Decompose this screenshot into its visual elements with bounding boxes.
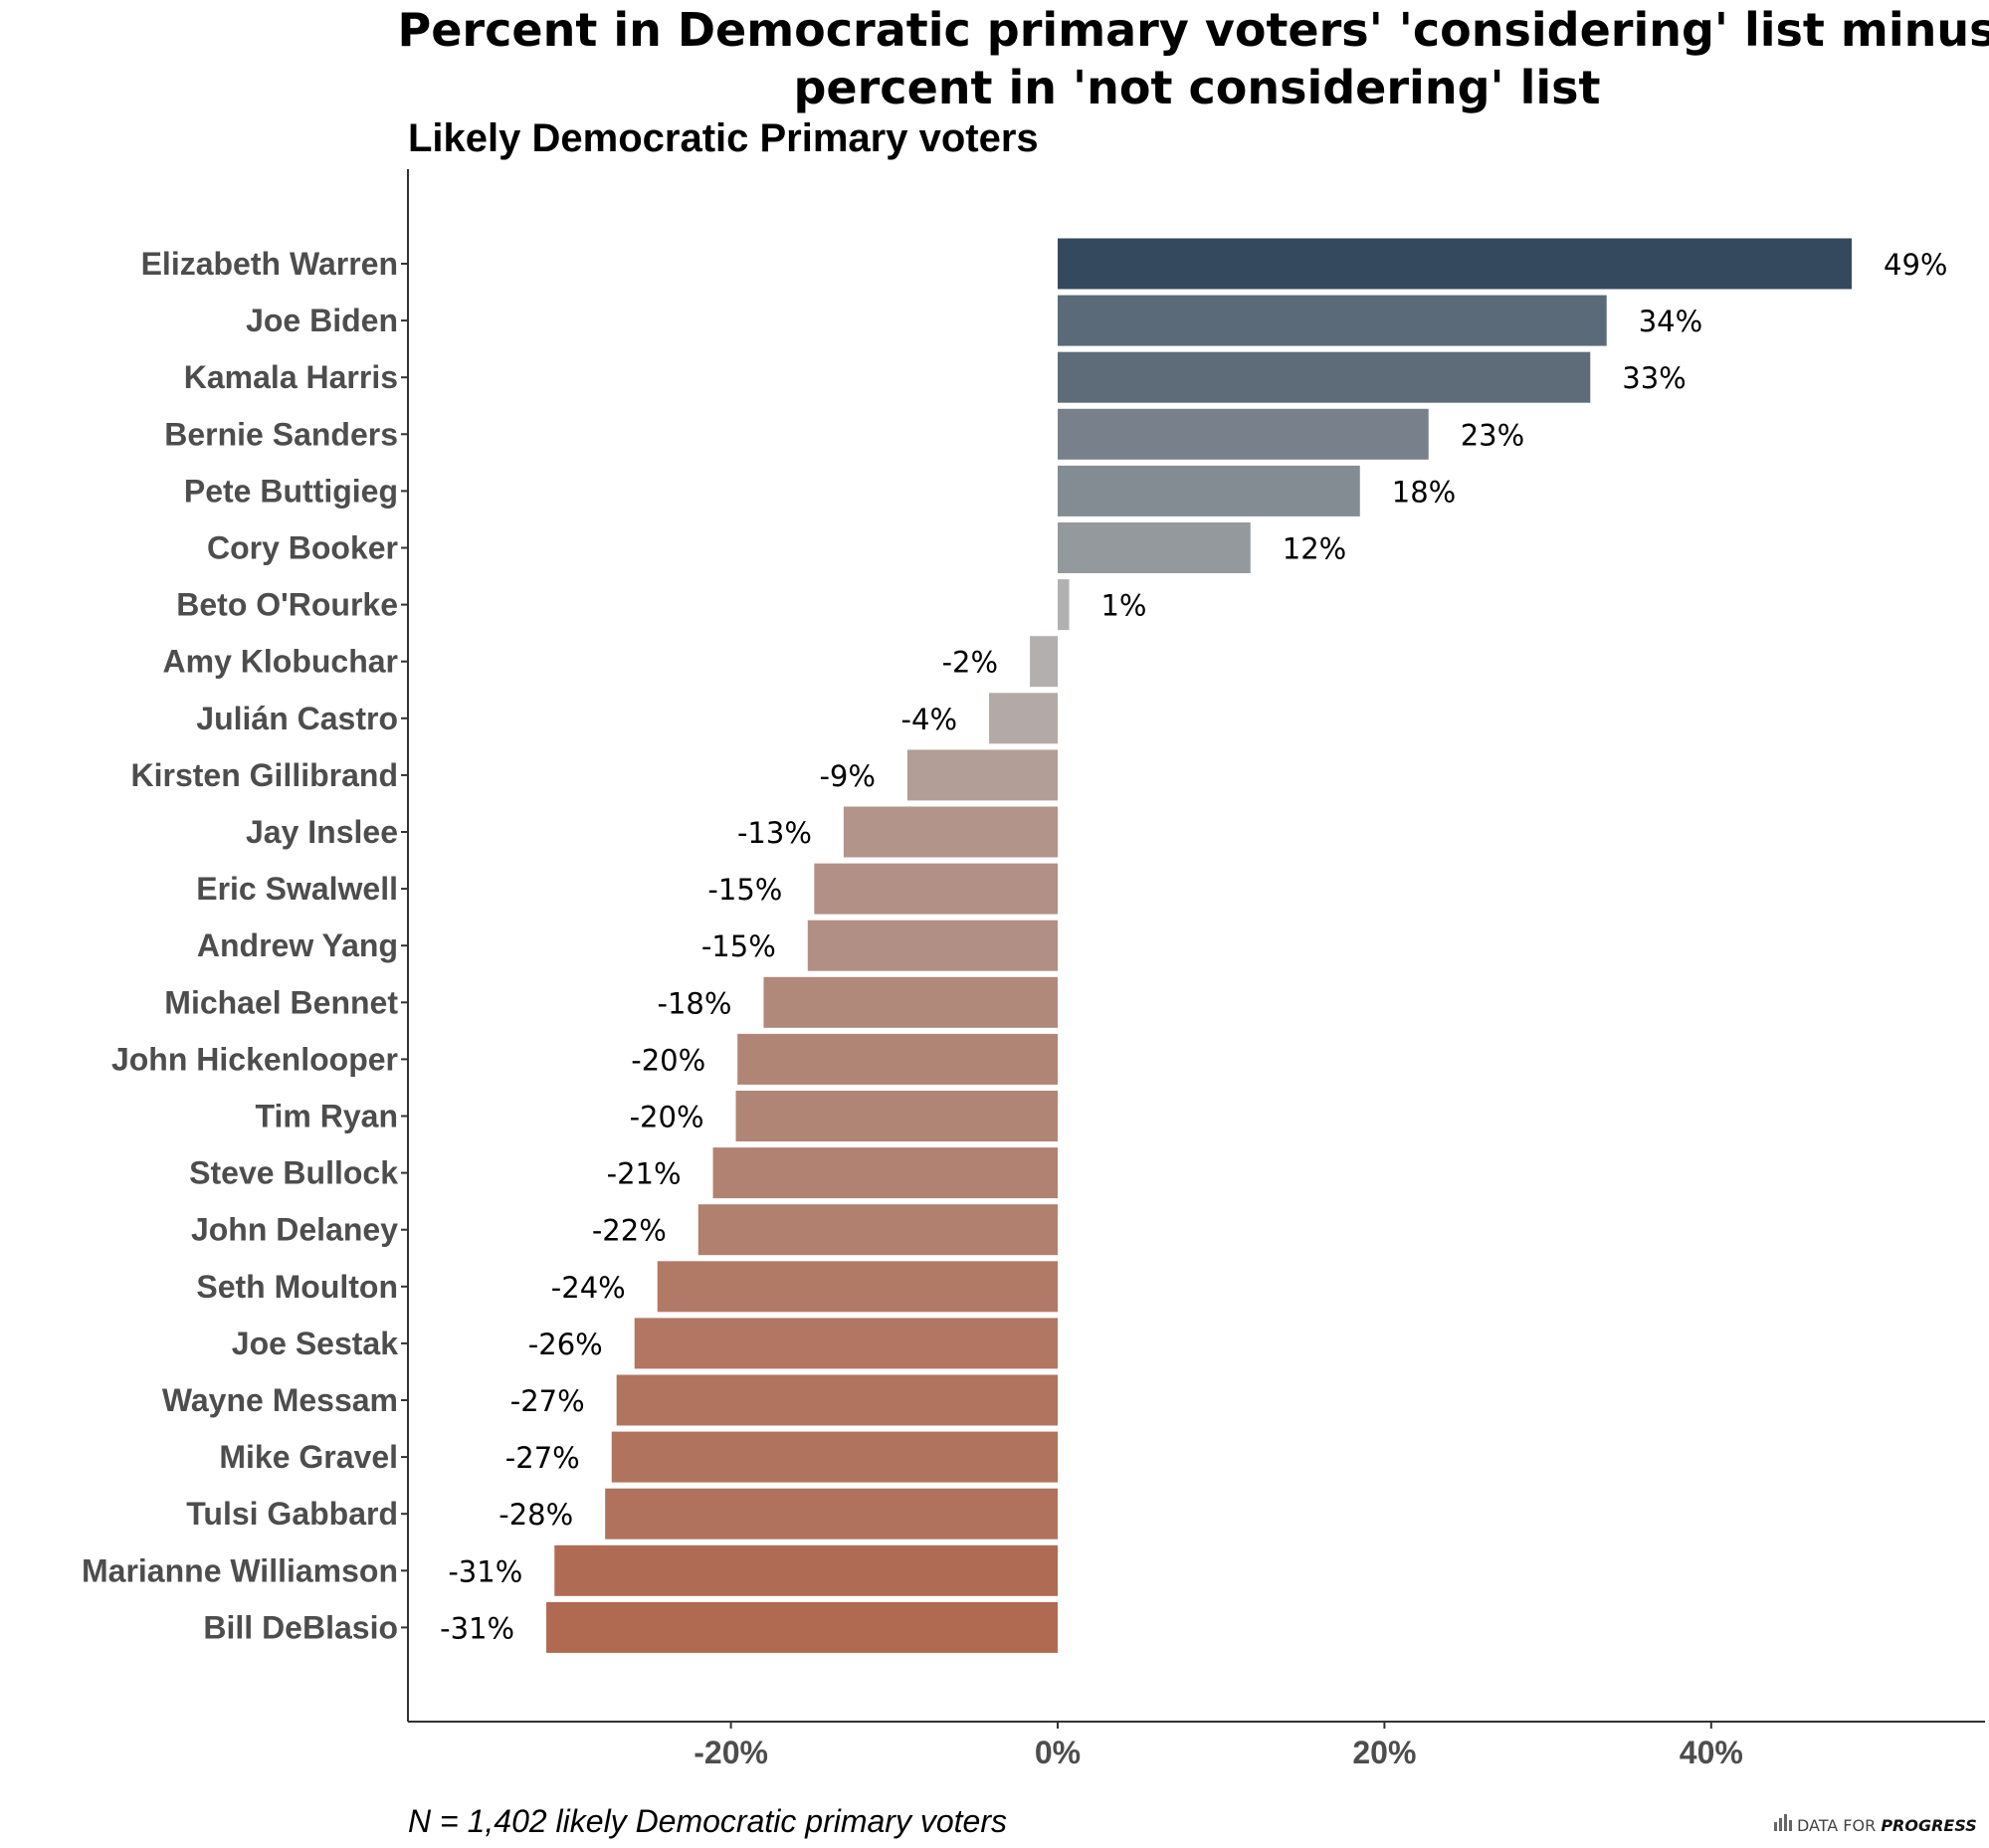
category-label-21: Mike Gravel <box>219 1439 398 1475</box>
data-label-24: -31% <box>440 1611 514 1645</box>
bar-15 <box>735 1091 1058 1141</box>
bar-10 <box>843 806 1058 858</box>
bar-24 <box>546 1601 1058 1653</box>
category-label-9: Kirsten Gillibrand <box>131 757 398 793</box>
category-label-22: Tulsi Gabbard <box>186 1496 398 1532</box>
category-label-4: Pete Buttigieg <box>184 473 398 509</box>
bar-5 <box>1058 522 1251 573</box>
data-labels-group: 49% 34% 33% 23%18% 12% 1% -2% -4% -9%-13% -15% -15… <box>440 248 1947 1645</box>
brand-prefix: DATA FOR <box>1797 1816 1881 1835</box>
brand-text: DATA FOR PROGRESS <box>1797 1816 1977 1835</box>
category-label-14: John Hickenlooper <box>111 1041 398 1077</box>
category-label-7: Amy Klobuchar <box>163 644 398 680</box>
bar-4 <box>1058 465 1360 516</box>
data-label-13: -18% <box>658 986 732 1020</box>
category-label-3: Bernie Sanders <box>164 416 398 452</box>
category-label-19: Joe Sestak <box>232 1326 398 1361</box>
category-label-10: Jay Inslee <box>246 814 398 850</box>
category-label-5: Cory Booker <box>207 530 398 566</box>
data-label-23: -31% <box>448 1554 522 1588</box>
bar-20 <box>616 1374 1058 1426</box>
data-label-4: 18% <box>1392 475 1456 509</box>
bar-13 <box>763 976 1058 1028</box>
data-label-19: -26% <box>528 1328 603 1361</box>
bar-9 <box>906 749 1058 801</box>
brand-emphasis: PROGRESS <box>1881 1816 1977 1835</box>
category-labels-group: Elizabeth Warren Joe Biden Kamala Harris Be… <box>82 246 398 1645</box>
data-label-14: -20% <box>631 1043 705 1077</box>
data-label-5: 12% <box>1283 532 1346 566</box>
x-tick-label-0: -20% <box>694 1735 768 1770</box>
data-label-15: -20% <box>630 1101 704 1134</box>
chart-subtitle: Likely Democratic Primary voters <box>408 116 1039 160</box>
data-label-21: -27% <box>505 1441 580 1475</box>
category-label-8: Julián Castro <box>196 701 398 736</box>
data-label-8: -4% <box>901 703 957 736</box>
bar-14 <box>737 1033 1058 1085</box>
axes-group: -20% 0% 20% 40% <box>401 169 1985 1770</box>
data-label-1: 34% <box>1639 305 1702 338</box>
chart-title-line-1: Percent in Democratic primary voters' 'c… <box>398 3 1989 57</box>
category-label-12: Andrew Yang <box>197 927 398 963</box>
chart-title-line-2: percent in 'not considering' list <box>793 61 1600 114</box>
bars-group <box>546 238 1853 1653</box>
category-label-23: Marianne Williamson <box>82 1552 398 1588</box>
category-label-0: Elizabeth Warren <box>141 246 398 282</box>
category-label-16: Steve Bullock <box>189 1155 398 1191</box>
category-label-13: Michael Bennet <box>164 984 398 1020</box>
x-tick-label-3: 40% <box>1680 1735 1743 1770</box>
bar-23 <box>554 1544 1058 1596</box>
category-label-11: Eric Swalwell <box>196 871 398 907</box>
bar-0 <box>1058 238 1853 290</box>
bar-18 <box>657 1261 1058 1313</box>
x-tick-label-1: 0% <box>1035 1735 1081 1770</box>
data-label-20: -27% <box>510 1384 585 1418</box>
bar-17 <box>697 1204 1058 1256</box>
bar-21 <box>611 1431 1058 1483</box>
data-label-22: -28% <box>498 1498 573 1532</box>
bar-8 <box>989 693 1058 744</box>
data-label-3: 23% <box>1461 418 1524 452</box>
bar-19 <box>634 1318 1058 1369</box>
bar-22 <box>605 1488 1058 1540</box>
category-label-20: Wayne Messam <box>162 1382 398 1418</box>
data-label-6: 1% <box>1100 589 1146 623</box>
category-label-6: Beto O'Rourke <box>176 587 398 623</box>
data-label-0: 49% <box>1884 248 1947 282</box>
data-label-7: -2% <box>942 646 998 680</box>
bar-1 <box>1058 295 1607 346</box>
bar-3 <box>1058 408 1429 460</box>
data-label-2: 33% <box>1622 361 1686 395</box>
bar-12 <box>807 920 1058 971</box>
bar-11 <box>814 863 1058 915</box>
category-label-2: Kamala Harris <box>184 359 398 395</box>
data-label-12: -15% <box>701 929 776 963</box>
category-label-24: Bill DeBlasio <box>203 1609 398 1645</box>
data-label-16: -21% <box>607 1157 682 1191</box>
bar-2 <box>1058 351 1591 403</box>
bar-chart-icon <box>1774 1814 1792 1831</box>
bar-6 <box>1058 579 1070 631</box>
data-label-9: -9% <box>819 759 875 793</box>
category-label-18: Seth Moulton <box>196 1269 398 1305</box>
data-label-11: -15% <box>707 873 782 907</box>
category-label-15: Tim Ryan <box>256 1099 398 1134</box>
bar-16 <box>712 1147 1058 1199</box>
data-label-18: -24% <box>551 1271 626 1305</box>
data-label-17: -22% <box>592 1214 667 1248</box>
bar-7 <box>1030 636 1058 688</box>
category-label-17: John Delaney <box>191 1212 398 1248</box>
brand-logo: DATA FOR PROGRESS <box>1774 1814 1977 1835</box>
caption: N = 1,402 likely Democratic primary vote… <box>408 1803 1007 1839</box>
category-label-1: Joe Biden <box>246 303 398 338</box>
data-label-10: -13% <box>737 816 812 850</box>
x-tick-label-2: 20% <box>1352 1735 1416 1770</box>
